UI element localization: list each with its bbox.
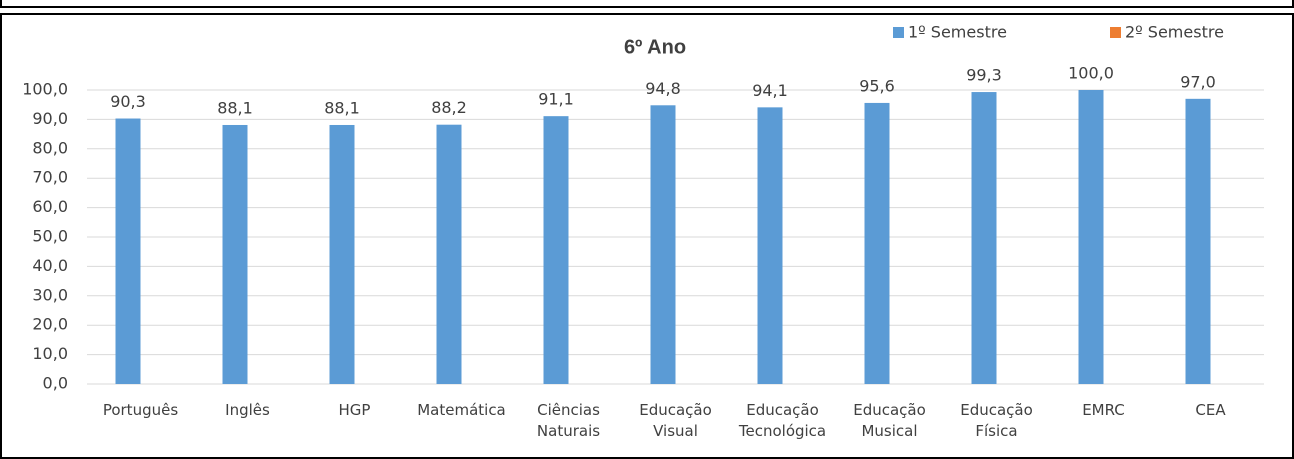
y-tick-label: 20,0 <box>32 315 68 334</box>
x-tick-label: Português <box>102 401 179 419</box>
x-tick-label: HGP <box>338 401 371 419</box>
legend-swatch <box>1110 27 1121 38</box>
bar <box>222 124 248 385</box>
data-label: 90,3 <box>110 92 146 111</box>
y-tick-label: 10,0 <box>32 344 68 363</box>
data-label: 91,1 <box>538 90 574 109</box>
bar <box>115 118 141 384</box>
bar <box>650 105 676 385</box>
data-label: 88,2 <box>431 98 467 117</box>
y-tick-label: 0,0 <box>43 374 68 393</box>
bar <box>1185 98 1211 384</box>
bar <box>543 116 569 384</box>
y-tick-label: 80,0 <box>32 138 68 157</box>
y-tick-label: 60,0 <box>32 197 68 216</box>
y-tick-label: 70,0 <box>32 168 68 187</box>
y-tick-label: 90,0 <box>32 109 68 128</box>
bar <box>436 124 462 384</box>
x-tick-label: EMRC <box>1082 401 1125 419</box>
y-tick-label: 30,0 <box>32 285 68 304</box>
y-tick-label: 100,0 <box>22 80 68 99</box>
legend-swatch <box>893 27 904 38</box>
y-tick-label: 40,0 <box>32 256 68 275</box>
x-tick-label: Ciências Naturais <box>536 401 601 440</box>
bar <box>971 92 997 385</box>
bar <box>1078 90 1104 384</box>
chart-frame <box>0 13 1294 459</box>
data-label: 99,3 <box>966 66 1002 85</box>
chart-title: 6º Ano <box>624 36 686 58</box>
data-label: 95,6 <box>859 76 895 95</box>
data-label: 94,8 <box>645 79 681 98</box>
x-tick-label: Matemática <box>417 401 506 419</box>
data-label: 88,1 <box>324 98 360 117</box>
x-tick-label: Educação Física <box>960 401 1033 440</box>
x-tick-label: CEA <box>1195 401 1226 419</box>
data-label: 94,1 <box>752 81 788 100</box>
bar <box>864 102 890 384</box>
x-tick-label: Inglês <box>225 401 270 419</box>
legend-label: 2º Semestre <box>1125 23 1224 42</box>
x-tick-label: Educação Visual <box>639 401 712 440</box>
x-tick-label: Educação Musical <box>853 401 926 440</box>
top-frame <box>0 0 1294 8</box>
bar <box>757 107 783 384</box>
bar <box>329 124 355 385</box>
data-label: 97,0 <box>1180 72 1216 91</box>
data-label: 88,1 <box>217 98 253 117</box>
data-label: 100,0 <box>1068 64 1114 83</box>
y-tick-label: 50,0 <box>32 227 68 246</box>
x-tick-label: Educação Tecnológica <box>738 401 827 440</box>
legend-label: 1º Semestre <box>908 23 1007 42</box>
